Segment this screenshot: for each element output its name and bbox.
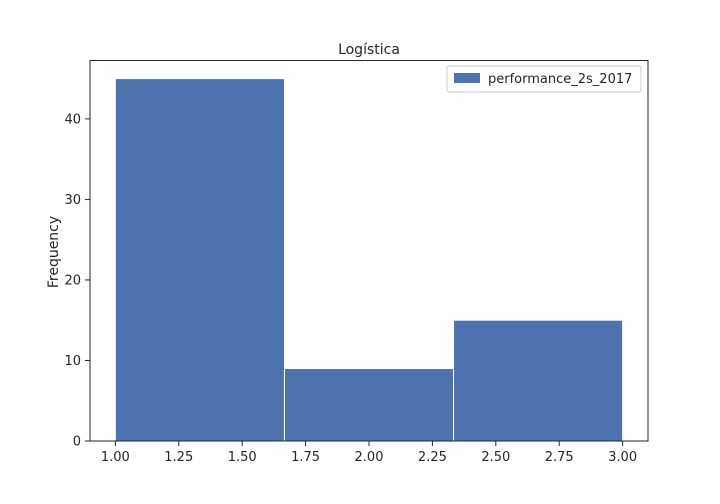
x-tick-label: 2.75	[545, 450, 574, 465]
x-tick-label: 1.25	[164, 450, 193, 465]
histogram-bar	[453, 319, 624, 442]
legend-box	[446, 65, 642, 93]
y-tick-label: 30	[64, 193, 81, 208]
y-tick-label: 10	[64, 354, 81, 369]
x-tick-label: 1.50	[228, 450, 257, 465]
x-tick-label: 1.00	[101, 450, 130, 465]
histogram-bar	[283, 368, 455, 442]
y-tick-label: 0	[73, 435, 81, 450]
x-tick-label: 2.00	[355, 450, 384, 465]
legend-label: performance_2s_2017	[488, 72, 632, 87]
x-tick-label: 3.00	[608, 450, 637, 465]
bars-group	[114, 78, 624, 442]
chart-title: Logística	[338, 42, 400, 58]
x-tick-label: 2.50	[481, 450, 510, 465]
x-tick-label: 1.75	[291, 450, 320, 465]
histogram-bar	[114, 78, 285, 442]
x-axis-ticks: 1.00 1.25 1.50 1.75 2.00 2.25 2.50 2.75 3.00	[101, 441, 637, 465]
plot-frame	[89, 60, 649, 442]
y-tick-label: 40	[64, 112, 81, 127]
y-axis-label: Frequency	[46, 216, 62, 288]
y-axis-ticks: 0 10 20 30 40	[64, 112, 90, 450]
x-tick-label: 2.25	[418, 450, 447, 465]
y-tick-label: 20	[64, 273, 81, 288]
legend-swatch	[454, 73, 480, 83]
legend: performance_2s_2017	[446, 65, 642, 93]
